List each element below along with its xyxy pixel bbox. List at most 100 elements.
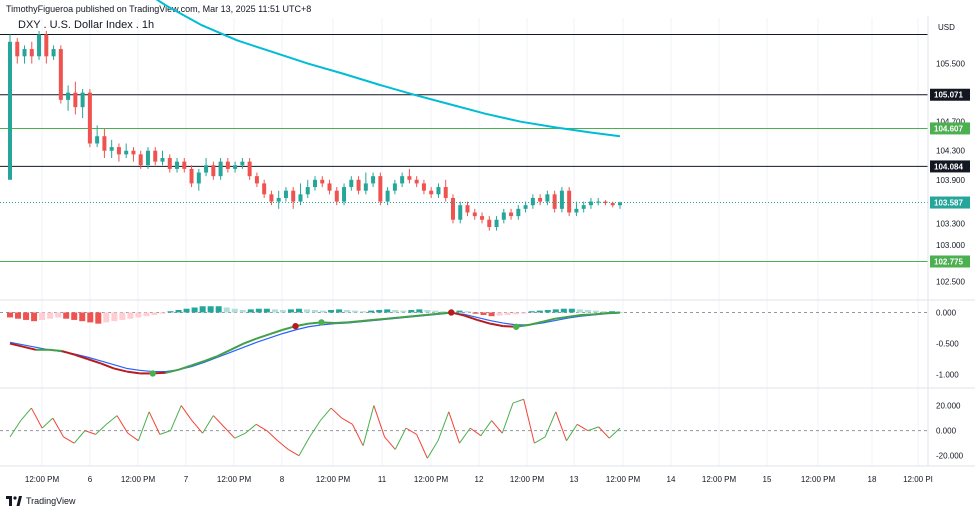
- histogram-bar: [159, 312, 166, 314]
- crossover-dot: [512, 323, 520, 330]
- histogram-bar: [95, 312, 102, 324]
- momentum-line-segment: [180, 405, 193, 421]
- momentum-line-segment: [73, 430, 86, 444]
- histogram-bar: [392, 309, 399, 313]
- candle-body: [80, 92, 85, 108]
- histogram-bar: [464, 311, 471, 313]
- candle-body: [363, 183, 368, 191]
- y-tick-label: 103.300: [936, 219, 965, 228]
- momentum-line-segment: [448, 411, 460, 444]
- momentum-line-segment: [245, 423, 257, 434]
- histogram-bar: [376, 309, 383, 313]
- momentum-line-segment: [137, 411, 150, 441]
- candle-body: [73, 92, 78, 108]
- candle-body: [407, 176, 412, 180]
- attribution-text: TimothyFigueroa published on TradingView…: [6, 4, 312, 14]
- candle-body: [509, 212, 514, 217]
- momentum-line-segment: [341, 417, 353, 425]
- y-tick-label: 104.700: [936, 118, 965, 127]
- oscillator-line-segment: [490, 322, 504, 328]
- x-tick-label: 12:00 PM: [606, 475, 641, 484]
- momentum-line-segment: [501, 402, 514, 434]
- candle-body: [102, 136, 107, 151]
- candle-body: [95, 136, 100, 144]
- oscillator-line-segment: [165, 368, 179, 374]
- oscillator-line-segment: [126, 370, 140, 375]
- momentum-line-segment: [373, 405, 386, 438]
- momentum-line-segment: [234, 432, 246, 439]
- momentum-line-segment: [330, 407, 343, 419]
- momentum-line-segment: [9, 420, 22, 438]
- moving-average-line: [155, 0, 621, 138]
- y-tick-label: 102.500: [936, 277, 965, 286]
- candle-body: [175, 161, 180, 169]
- candle-body: [523, 205, 528, 209]
- price-pane[interactable]: [0, 0, 928, 262]
- candle-body: [603, 201, 608, 204]
- histogram-bar: [536, 310, 543, 313]
- histogram-bar: [31, 312, 38, 322]
- histogram-bar: [336, 309, 343, 313]
- histogram-bar: [15, 312, 22, 319]
- x-tick-label: 8: [280, 475, 285, 484]
- momentum-line-segment: [287, 449, 300, 457]
- x-tick-label: 12:00 PM: [801, 475, 836, 484]
- momentum-line-segment: [63, 436, 75, 444]
- momentum-line-segment: [576, 423, 589, 432]
- candle-body: [530, 197, 535, 206]
- candle-body: [15, 41, 20, 57]
- candle-body: [472, 212, 477, 217]
- momentum-line-segment: [309, 420, 321, 438]
- histogram-bar: [528, 311, 535, 313]
- candle-body: [298, 194, 303, 202]
- x-tick-label: 12: [475, 475, 484, 484]
- momentum-pane[interactable]: [0, 398, 928, 459]
- candle-body: [240, 161, 245, 166]
- oscillator-line-segment: [567, 313, 582, 318]
- momentum-line-segment: [159, 430, 171, 435]
- histogram-bar: [352, 310, 359, 313]
- histogram-bar: [23, 312, 30, 320]
- momentum-line-segment: [277, 440, 289, 450]
- candle-body: [218, 161, 223, 177]
- y-tick-label: 104.300: [936, 147, 965, 156]
- candle-body: [87, 92, 92, 144]
- momentum-line-segment: [298, 436, 311, 456]
- momentum-line-segment: [534, 436, 546, 444]
- histogram-bar: [279, 309, 286, 313]
- y-tick-label: -1.000: [936, 371, 959, 380]
- y-tick-label: 0.000: [936, 308, 957, 317]
- oscillator-line-segment: [412, 313, 426, 318]
- x-tick-label: 15: [763, 475, 772, 484]
- oscillator-line-segment: [74, 353, 89, 361]
- candle-body: [487, 219, 492, 227]
- momentum-line-segment: [95, 423, 107, 435]
- momentum-line-segment: [362, 405, 375, 446]
- histogram-bar: [303, 309, 310, 313]
- candle-body: [22, 49, 27, 57]
- momentum-line-segment: [223, 426, 236, 439]
- oscillator-pane[interactable]: [0, 306, 928, 377]
- candle-body: [51, 49, 56, 57]
- candle-body: [320, 179, 325, 184]
- x-tick-label: 14: [667, 475, 676, 484]
- histogram-bar: [127, 312, 134, 319]
- candle-body: [182, 161, 187, 169]
- histogram-bar: [71, 312, 78, 320]
- momentum-line-segment: [202, 415, 214, 434]
- oscillator-line-segment: [347, 320, 361, 324]
- candle-body: [225, 161, 230, 169]
- histogram-bar: [215, 306, 222, 313]
- candle-body: [276, 197, 281, 202]
- candle-body: [44, 34, 49, 57]
- momentum-line-segment: [170, 405, 182, 431]
- level-price-tag-text: 105.071: [934, 91, 963, 100]
- momentum-line-segment: [20, 407, 32, 421]
- x-tick-label: 6: [88, 475, 93, 484]
- histogram-bar: [183, 308, 190, 313]
- candle-body: [109, 147, 114, 151]
- histogram-bar: [63, 312, 70, 319]
- candle-body: [371, 176, 376, 184]
- y-tick-label: 103.900: [936, 176, 965, 185]
